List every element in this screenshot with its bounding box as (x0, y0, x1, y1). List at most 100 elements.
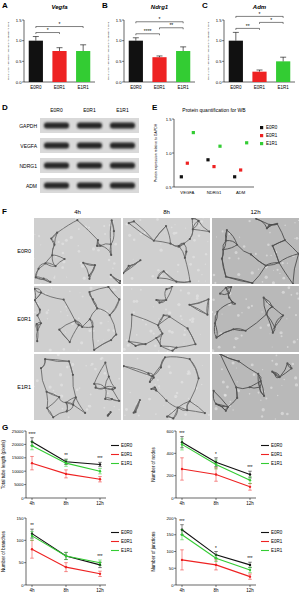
tube-node (111, 398, 113, 400)
y-tick (174, 431, 176, 432)
tube-node (236, 397, 238, 399)
cell (137, 358, 139, 360)
cell (213, 274, 216, 277)
cell (249, 393, 251, 395)
error-bar (257, 70, 263, 72)
tube-node (238, 360, 240, 362)
tube-node (56, 232, 58, 234)
series-line (182, 444, 250, 480)
y-label: Fold change in expression relative to ho… (207, 21, 209, 80)
x-tick-label: E1R1 (278, 85, 290, 90)
tube-node (128, 222, 130, 224)
cell (177, 271, 179, 273)
cell (88, 405, 91, 408)
x-tick-label: 4h (179, 501, 185, 506)
cell (241, 312, 242, 313)
x-tick-label: 4h (179, 588, 185, 593)
point (218, 145, 221, 148)
cell (65, 332, 66, 333)
tube-node (232, 328, 234, 330)
tube-node (228, 292, 230, 294)
significance: * (159, 16, 161, 22)
tube-node (194, 343, 196, 345)
error-bar (214, 460, 218, 469)
tube-node (198, 377, 200, 379)
cell (60, 311, 61, 312)
tube-node (94, 264, 96, 266)
point (181, 559, 183, 561)
cell (155, 413, 157, 415)
cell (200, 220, 203, 223)
cell (163, 405, 164, 406)
tube-node (89, 318, 91, 320)
y-tick (22, 40, 24, 41)
cell (148, 398, 151, 401)
cell (180, 289, 182, 291)
cell (267, 243, 270, 246)
y-tick (122, 82, 124, 83)
error-bar (180, 47, 186, 51)
y-tick (174, 585, 176, 586)
legend-label: E1R1 (266, 141, 278, 146)
tube-node (111, 219, 113, 221)
tube-node (169, 242, 171, 244)
tube-node (165, 288, 167, 290)
cell (282, 291, 285, 294)
cell (248, 220, 250, 222)
cell (272, 346, 273, 347)
tube-node (110, 339, 112, 341)
y-tick-label: 0 (171, 583, 174, 588)
tube-node (119, 280, 121, 282)
cell (251, 305, 253, 307)
blot-strip (40, 178, 139, 193)
cell (197, 269, 200, 272)
tube-node (35, 276, 37, 278)
tube-node (118, 400, 120, 402)
tube-node (215, 403, 217, 405)
y-tick-label: 0 (171, 496, 174, 501)
tube-node (34, 288, 36, 290)
tube-node (68, 360, 70, 362)
cell (158, 318, 159, 319)
cell (228, 257, 230, 259)
cell (169, 371, 172, 374)
cell (66, 310, 67, 311)
group-label: E0R1 (17, 316, 31, 322)
significance: **** (28, 432, 35, 437)
tube-node (230, 286, 232, 288)
protein-label: NDRG1 (19, 163, 37, 169)
cell (38, 235, 40, 237)
y-tick-label: 0.5 (166, 185, 172, 190)
cell (48, 385, 51, 388)
cell (218, 346, 221, 349)
tube-node (58, 396, 60, 398)
cell (281, 335, 283, 337)
tube-node (215, 337, 217, 339)
cell (107, 392, 109, 394)
y-tick (22, 61, 24, 62)
tube-node (160, 366, 162, 368)
error-bar (30, 442, 34, 450)
error-bar (180, 439, 184, 450)
cell (283, 379, 284, 380)
cell (269, 232, 271, 234)
cell (34, 258, 35, 260)
tube-node (97, 239, 99, 241)
significance: * (59, 21, 61, 27)
cell (83, 277, 86, 280)
x-tick-label: 8h (213, 501, 219, 506)
legend-label: E0R1 (271, 452, 283, 457)
error-bar (233, 32, 239, 40)
significance: ** (246, 23, 250, 29)
point (31, 535, 33, 537)
cell (222, 380, 225, 383)
x-tick-label: E0R1 (154, 85, 166, 90)
point (65, 566, 67, 568)
y-tick-label: 50 (169, 566, 174, 571)
tube-node (189, 238, 191, 240)
cell (258, 392, 260, 394)
y-label: Total tube length (pixels) (1, 440, 6, 489)
micrograph-bg (212, 286, 299, 352)
y-label: Fold change in expression relative to ho… (107, 21, 109, 80)
cell (275, 418, 276, 419)
